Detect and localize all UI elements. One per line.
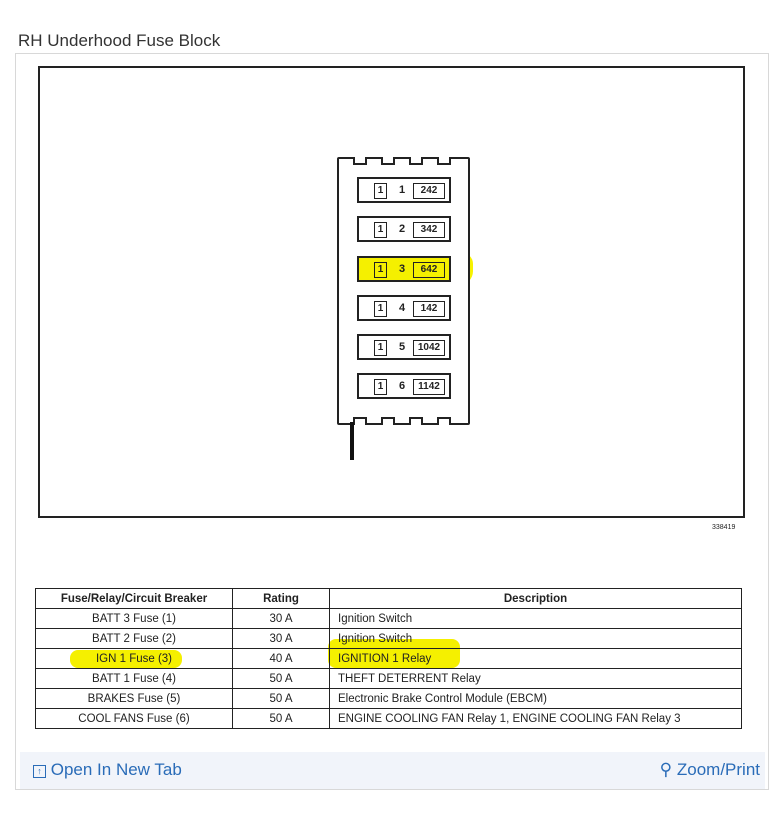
wire-lead <box>350 422 354 460</box>
column-header: Rating <box>232 588 330 609</box>
fuse-number: 3 <box>399 263 406 275</box>
description-cell: Ignition Switch <box>329 628 742 649</box>
open-in-new-tab-link[interactable]: ↑ Open In New Tab <box>33 760 182 780</box>
page-title: RH Underhood Fuse Block <box>18 31 221 50</box>
block-notch <box>437 417 451 425</box>
fuse-slot: 1 6 1142 <box>357 373 451 399</box>
fuse-table: Fuse/Relay/Circuit Breaker Rating Descri… <box>35 588 742 729</box>
column-header: Description <box>329 588 742 609</box>
description-cell: ENGINE COOLING FAN Relay 1, ENGINE COOLI… <box>329 708 742 729</box>
fuse-slot: 1 4 142 <box>357 295 451 321</box>
rating-cell: 30 A <box>232 608 330 629</box>
rating-cell: 30 A <box>232 628 330 649</box>
terminal-label: 1 <box>374 262 387 278</box>
fuse-name-cell: BRAKES Fuse (5) <box>35 688 233 709</box>
terminal-label: 1 <box>374 340 387 356</box>
fuse-slot: 1 5 1042 <box>357 334 451 360</box>
column-header: Fuse/Relay/Circuit Breaker <box>35 588 233 609</box>
rating-cell: 50 A <box>232 668 330 689</box>
terminal-label: 1 <box>374 183 387 199</box>
terminal-label: 1 <box>374 301 387 317</box>
fuse-number: 6 <box>399 380 406 392</box>
terminal-label: 1 <box>374 379 387 395</box>
block-notch <box>437 157 451 165</box>
description-cell: THEFT DETERRENT Relay <box>329 668 742 689</box>
fuse-name-cell: BATT 1 Fuse (4) <box>35 668 233 689</box>
open-in-new-tab-label: Open In New Tab <box>50 760 182 779</box>
table-row: COOL FANS Fuse (6) 50 A ENGINE COOLING FAN… <box>35 708 742 729</box>
circuit-number: 1042 <box>413 340 445 356</box>
terminal-label: 1 <box>374 222 387 238</box>
circuit-number: 142 <box>413 301 445 317</box>
rating-cell: 40 A <box>232 648 330 669</box>
table-row: BATT 3 Fuse (1) 30 A Ignition Switch <box>35 608 742 629</box>
description-cell: Ignition Switch <box>329 608 742 629</box>
circuit-number: 642 <box>413 262 445 278</box>
fuse-name-cell: BATT 2 Fuse (2) <box>35 628 233 649</box>
rating-cell: 50 A <box>232 708 330 729</box>
figure-number: 338419 <box>712 524 736 531</box>
zoom-icon: ⚲ <box>659 760 673 779</box>
fuse-name-cell: BATT 3 Fuse (1) <box>35 608 233 629</box>
block-notch <box>353 417 367 425</box>
fuse-slot: 1 2 342 <box>357 216 451 242</box>
circuit-number: 1142 <box>413 379 445 395</box>
block-notch <box>381 157 395 165</box>
fuse-number: 5 <box>399 341 406 353</box>
table-row: BATT 2 Fuse (2) 30 A Ignition Switch <box>35 628 742 649</box>
fuse-block: 1 1 242 1 2 342 1 3 642 1 4 142 1 5 1042 1 6 1142 <box>337 157 470 425</box>
circuit-number: 342 <box>413 222 445 238</box>
description-cell: Electronic Brake Control Module (EBCM) <box>329 688 742 709</box>
fuse-name-cell: COOL FANS Fuse (6) <box>35 708 233 729</box>
fuse-number: 4 <box>399 302 406 314</box>
block-notch <box>381 417 395 425</box>
circuit-number: 242 <box>413 183 445 199</box>
fuse-slot: 1 1 242 <box>357 177 451 203</box>
table-row: IGN 1 Fuse (3) 40 A IGNITION 1 Relay <box>35 648 742 669</box>
fuse-block-diagram <box>38 66 745 518</box>
fuse-slot: 1 3 642 <box>357 256 451 282</box>
rating-cell: 50 A <box>232 688 330 709</box>
new-tab-icon: ↑ <box>33 765 46 778</box>
fuse-name-cell: IGN 1 Fuse (3) <box>35 648 233 669</box>
block-notch <box>353 157 367 165</box>
table-row: BRAKES Fuse (5) 50 A Electronic Brake Cont… <box>35 688 742 709</box>
zoom-print-link[interactable]: ⚲ Zoom/Print <box>660 760 760 780</box>
block-notch <box>409 417 423 425</box>
fuse-number: 2 <box>399 223 406 235</box>
footer-bar: ↑ Open In New Tab ⚲ Zoom/Print <box>20 752 765 789</box>
description-cell: IGNITION 1 Relay <box>329 648 742 669</box>
zoom-print-label: Zoom/Print <box>676 760 760 779</box>
table-row: BATT 1 Fuse (4) 50 A THEFT DETERRENT Relay <box>35 668 742 689</box>
fuse-number: 1 <box>399 184 406 196</box>
block-notch <box>409 157 423 165</box>
